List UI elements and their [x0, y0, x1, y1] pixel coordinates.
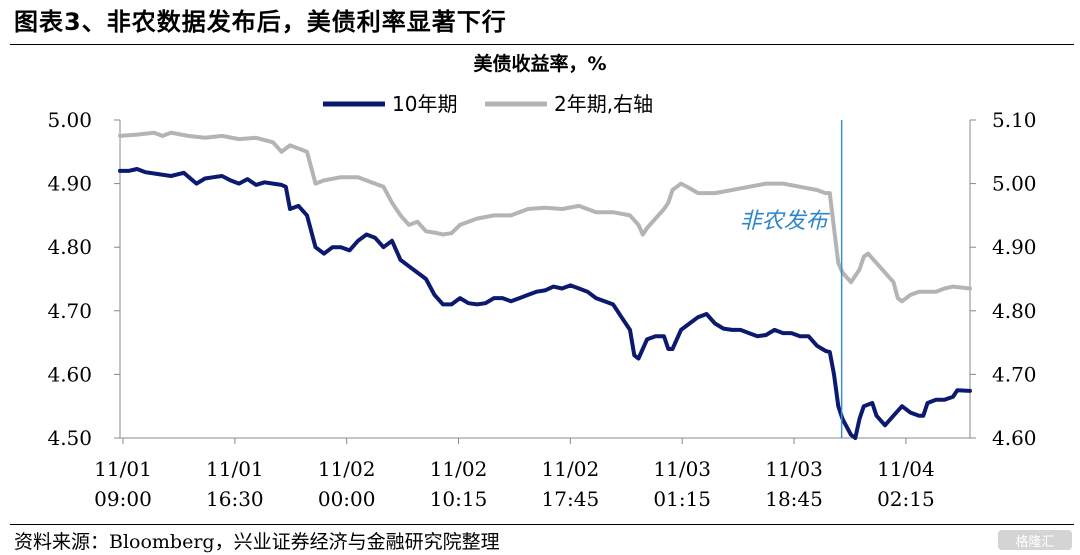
- source-note: 资料来源：Bloomberg，兴业证券经济与金融研究院整理: [14, 531, 500, 553]
- x-tick-label-time: 02:15: [877, 487, 935, 511]
- right-tick-label: 4.60: [992, 426, 1037, 450]
- yield-chart: 美债收益率，% 10年期 2年期,右轴 4.50 4.60 4.70 4.80 4.90 5…: [47, 52, 1036, 511]
- legend-label-2y: 2年期,右轴: [554, 92, 653, 116]
- x-tick-label-time: 17:45: [542, 487, 600, 511]
- x-tick-label-time: 09:00: [94, 487, 152, 511]
- left-tick-label: 4.50: [47, 426, 92, 450]
- source-rule: [10, 524, 1074, 525]
- legend-label-10y: 10年期: [392, 92, 457, 116]
- x-tick-label-time: 18:45: [765, 487, 823, 511]
- series-line-2y: [118, 130, 972, 304]
- figure-title: 图表3、非农数据发布后，美债利率显著下行: [14, 8, 507, 36]
- right-tick-label: 5.10: [992, 108, 1037, 132]
- right-tick-label: 4.70: [992, 362, 1037, 386]
- series-line-10y: [118, 167, 972, 440]
- left-tick-label: 4.90: [47, 172, 92, 196]
- chart-axes: 4.50 4.60 4.70 4.80 4.90 5.00 4.60 4.70 4.80 4.90…: [47, 108, 1036, 511]
- x-tick-label-date: 11/02: [318, 457, 376, 481]
- x-tick-label-date: 11/01: [206, 457, 264, 481]
- x-tick-label-time: 10:15: [430, 487, 488, 511]
- left-tick-label: 4.60: [47, 362, 92, 386]
- nfp-release-label: 非农发布: [740, 209, 831, 234]
- title-rule: [10, 44, 1074, 45]
- x-tick-label-date: 11/02: [430, 457, 488, 481]
- left-tick-label: 4.70: [47, 299, 92, 323]
- right-tick-label: 5.00: [992, 172, 1037, 196]
- left-tick-label: 5.00: [47, 108, 92, 132]
- x-tick-label-date: 11/04: [877, 457, 935, 481]
- watermark-logo: 格隆汇: [998, 530, 1072, 550]
- chart-title: 美债收益率，%: [473, 52, 606, 75]
- x-tick-label-date: 11/01: [94, 457, 152, 481]
- left-tick-label: 4.80: [47, 235, 92, 259]
- chart-legend: 10年期 2年期,右轴: [323, 92, 653, 116]
- x-tick-label-time: 00:00: [318, 487, 376, 511]
- right-tick-label: 4.90: [992, 235, 1037, 259]
- x-tick-label-time: 16:30: [206, 487, 264, 511]
- x-tick-label-time: 01:15: [653, 487, 711, 511]
- x-tick-label-date: 11/02: [542, 457, 600, 481]
- x-tick-label-date: 11/03: [653, 457, 711, 481]
- right-tick-label: 4.80: [992, 299, 1037, 323]
- chart-series: 非农发布: [118, 120, 972, 440]
- x-tick-label-date: 11/03: [765, 457, 823, 481]
